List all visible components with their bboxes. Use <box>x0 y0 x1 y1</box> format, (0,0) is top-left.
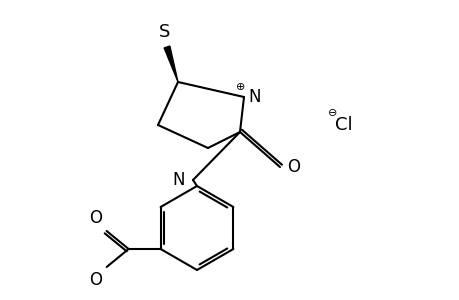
Text: N: N <box>247 88 260 106</box>
Text: ⊕: ⊕ <box>236 82 245 92</box>
Text: O: O <box>89 271 101 289</box>
Text: S: S <box>159 23 170 41</box>
Text: N: N <box>172 171 185 189</box>
Text: ⊖: ⊖ <box>328 108 337 118</box>
Polygon shape <box>164 46 178 82</box>
Text: O: O <box>286 158 299 176</box>
Text: Cl: Cl <box>334 116 352 134</box>
Text: O: O <box>89 209 101 227</box>
